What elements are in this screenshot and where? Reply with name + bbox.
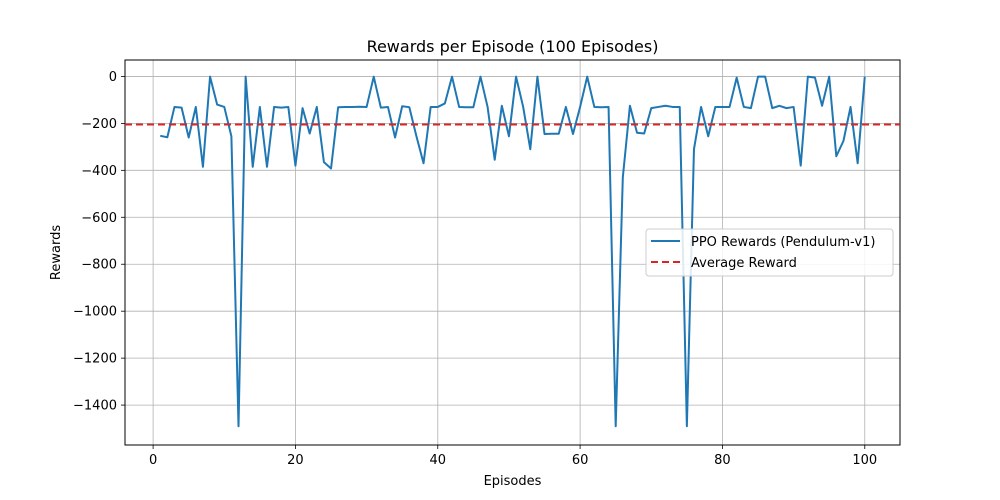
y-tick-label: −1400 [73, 399, 117, 414]
x-tick-label: 0 [149, 453, 157, 468]
y-axis-label: Rewards [49, 225, 64, 280]
x-tick-label: 80 [714, 453, 731, 468]
x-tick-label: 60 [572, 453, 589, 468]
x-tick-label: 100 [852, 453, 877, 468]
y-tick-label: −1200 [73, 352, 117, 367]
legend: PPO Rewards (Pendulum-v1) Average Reward [645, 228, 894, 277]
plot-frame [124, 59, 901, 446]
data-series [125, 75, 900, 428]
chart-title: Rewards per Episode (100 Episodes) [367, 37, 659, 56]
x-tick-label: 20 [287, 453, 304, 468]
y-tick-label: 0 [109, 70, 117, 85]
legend-label-ppo-rewards: PPO Rewards (Pendulum-v1) [691, 235, 875, 250]
y-tick-label: −1000 [73, 305, 117, 320]
ppo-rewards-line [160, 75, 866, 428]
x-tick-label: 40 [430, 453, 447, 468]
ticks: 0 20 40 60 80 100 0 −200 −400 −600 −800 −1000 −1200 −… [73, 70, 877, 468]
legend-box [645, 228, 894, 277]
y-tick-label: −600 [81, 211, 117, 226]
x-axis-label: Episodes [484, 474, 542, 489]
legend-label-average-reward: Average Reward [691, 256, 797, 271]
y-tick-label: −400 [81, 164, 117, 179]
y-tick-label: −800 [81, 258, 117, 273]
y-tick-label: −200 [81, 117, 117, 132]
